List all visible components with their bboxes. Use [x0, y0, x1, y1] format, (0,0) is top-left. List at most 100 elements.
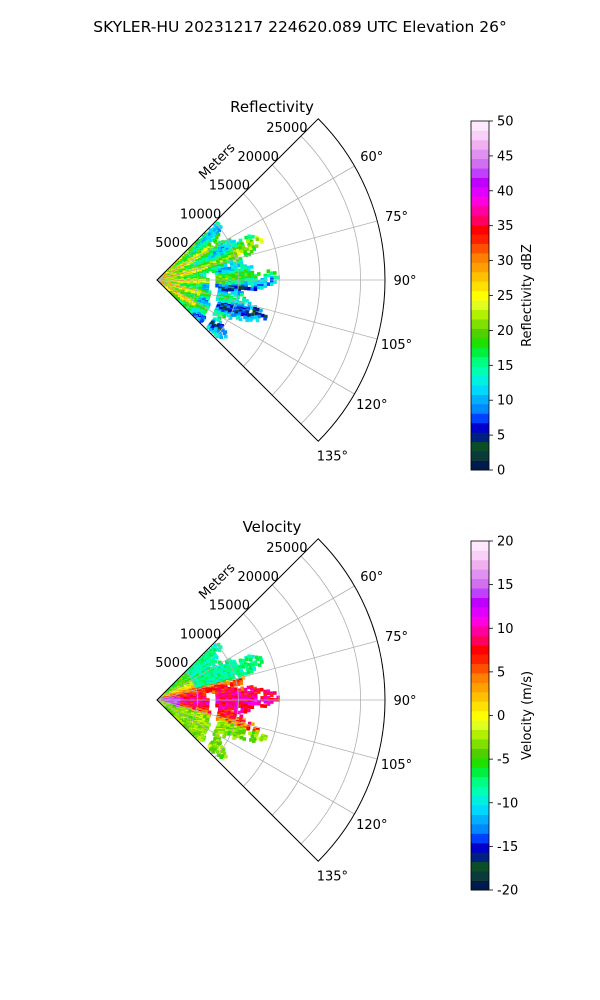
- colorbar-label: Reflectivity dBZ: [520, 244, 535, 347]
- echo-cell: [183, 724, 187, 728]
- echo-cell: [251, 665, 256, 669]
- echo-cell: [217, 730, 221, 734]
- echo-cell: [249, 250, 254, 254]
- panel-title: Velocity: [243, 518, 302, 536]
- colorbar-tick-label: 5: [497, 429, 505, 444]
- echo-cell: [255, 237, 260, 241]
- echo-cell: [235, 728, 240, 733]
- echo-cell: [220, 749, 224, 754]
- range-axis-label: Meters: [196, 140, 238, 182]
- echo-cell: [210, 253, 214, 257]
- colorbar-tick-label: 15: [497, 578, 514, 593]
- echo-cell: [247, 721, 252, 726]
- colorbar-segment: [471, 559, 489, 570]
- colorbar-segment: [471, 139, 489, 150]
- colorbar-segment: [471, 720, 489, 731]
- echo-cell: [205, 689, 209, 693]
- echo-cell: [209, 234, 214, 239]
- echo-cell: [269, 691, 274, 695]
- colorbar-segment: [471, 441, 489, 452]
- echo-cell: [237, 252, 241, 256]
- range-tick-label: 25000: [266, 121, 307, 136]
- echo-cell: [232, 719, 236, 723]
- echo-cell: [257, 283, 261, 288]
- colorbar-segment: [471, 309, 489, 320]
- colorbar-tick-label: 50: [497, 115, 514, 130]
- azimuth-gridline: [156, 220, 378, 281]
- colorbar-segment: [471, 682, 489, 693]
- azimuth-tick-label: 90°: [393, 274, 416, 289]
- echo-cell: [260, 286, 264, 290]
- colorbar-segment: [471, 588, 489, 598]
- echo-cell: [253, 287, 258, 292]
- echo-cell: [211, 662, 216, 667]
- panel-title: Reflectivity: [230, 98, 314, 116]
- echo-cell: [253, 727, 257, 731]
- colorbar-tick-label: 45: [497, 149, 514, 164]
- echo-cell: [253, 305, 258, 309]
- axis-labels: 5000 10000 15000 20000 25000 60° 75° 90° 105° 120…: [155, 121, 416, 464]
- colorbar-tick-label: -15: [497, 840, 518, 855]
- echo-cell: [226, 726, 230, 731]
- echo-cell: [233, 710, 238, 714]
- echo-cell: [234, 254, 239, 259]
- colorbar-tick-label: 20: [497, 324, 514, 339]
- echo-cell: [239, 249, 244, 254]
- colorbar-segment: [471, 607, 489, 617]
- echo-cell: [221, 309, 225, 313]
- echo-cell: [264, 314, 268, 319]
- echo-cell: [243, 315, 247, 320]
- echo-cell: [256, 690, 261, 694]
- echo-cell: [216, 222, 221, 227]
- colorbar-segment: [471, 196, 489, 207]
- echo-cell: [228, 677, 233, 682]
- colorbar-tick-label: 15: [497, 359, 514, 374]
- echo-cell: [247, 708, 251, 713]
- echo-cell: [234, 707, 238, 711]
- colorbar-tick-label: 0: [497, 709, 505, 724]
- echo-cell: [260, 704, 264, 708]
- echo-cell: [251, 654, 255, 659]
- echo-cell: [232, 736, 236, 740]
- colorbar-tick-label: -10: [497, 796, 518, 811]
- azimuth-tick-label: 105°: [381, 758, 412, 773]
- echo-cell: [217, 742, 222, 746]
- sector-outline: [156, 118, 386, 442]
- echo-cell: [238, 731, 242, 736]
- colorbar-segment: [471, 814, 489, 825]
- echo-cell: [237, 286, 242, 290]
- colorbar-segment: [471, 833, 489, 844]
- echo-cell: [213, 228, 217, 232]
- echo-cell: [227, 732, 231, 736]
- echo-cell: [247, 281, 252, 286]
- echo-cell: [245, 657, 249, 662]
- echo-cell: [222, 751, 227, 756]
- azimuth-tick-label: 135°: [317, 869, 348, 884]
- echo-cell: [257, 700, 261, 704]
- echo-cell: [215, 297, 220, 301]
- colorbar-segment: [471, 541, 489, 551]
- echo-cell: [200, 738, 204, 742]
- echo-cell: [204, 653, 209, 658]
- echo-cell: [266, 269, 271, 273]
- echo-cell: [270, 280, 274, 284]
- echo-cell: [250, 306, 254, 310]
- echo-cell: [239, 681, 244, 686]
- echo-cell: [236, 263, 241, 268]
- echo-cell: [228, 301, 232, 305]
- echo-cell: [166, 708, 171, 713]
- echo-cell: [253, 281, 258, 286]
- colorbar-segment: [471, 385, 489, 395]
- echo-cell: [185, 306, 189, 310]
- echo-cell: [221, 721, 225, 726]
- colorbar-segment: [471, 432, 489, 443]
- echo-cell: [257, 272, 261, 276]
- echo-cell: [266, 695, 271, 700]
- azimuth-tick-label: 105°: [381, 338, 412, 353]
- echo-cell: [247, 705, 251, 709]
- echo-cell: [216, 318, 221, 322]
- azimuth-gridline: [156, 699, 378, 760]
- echo-cell: [261, 733, 265, 738]
- echo-cell: [263, 284, 267, 288]
- echo-cell: [263, 736, 267, 741]
